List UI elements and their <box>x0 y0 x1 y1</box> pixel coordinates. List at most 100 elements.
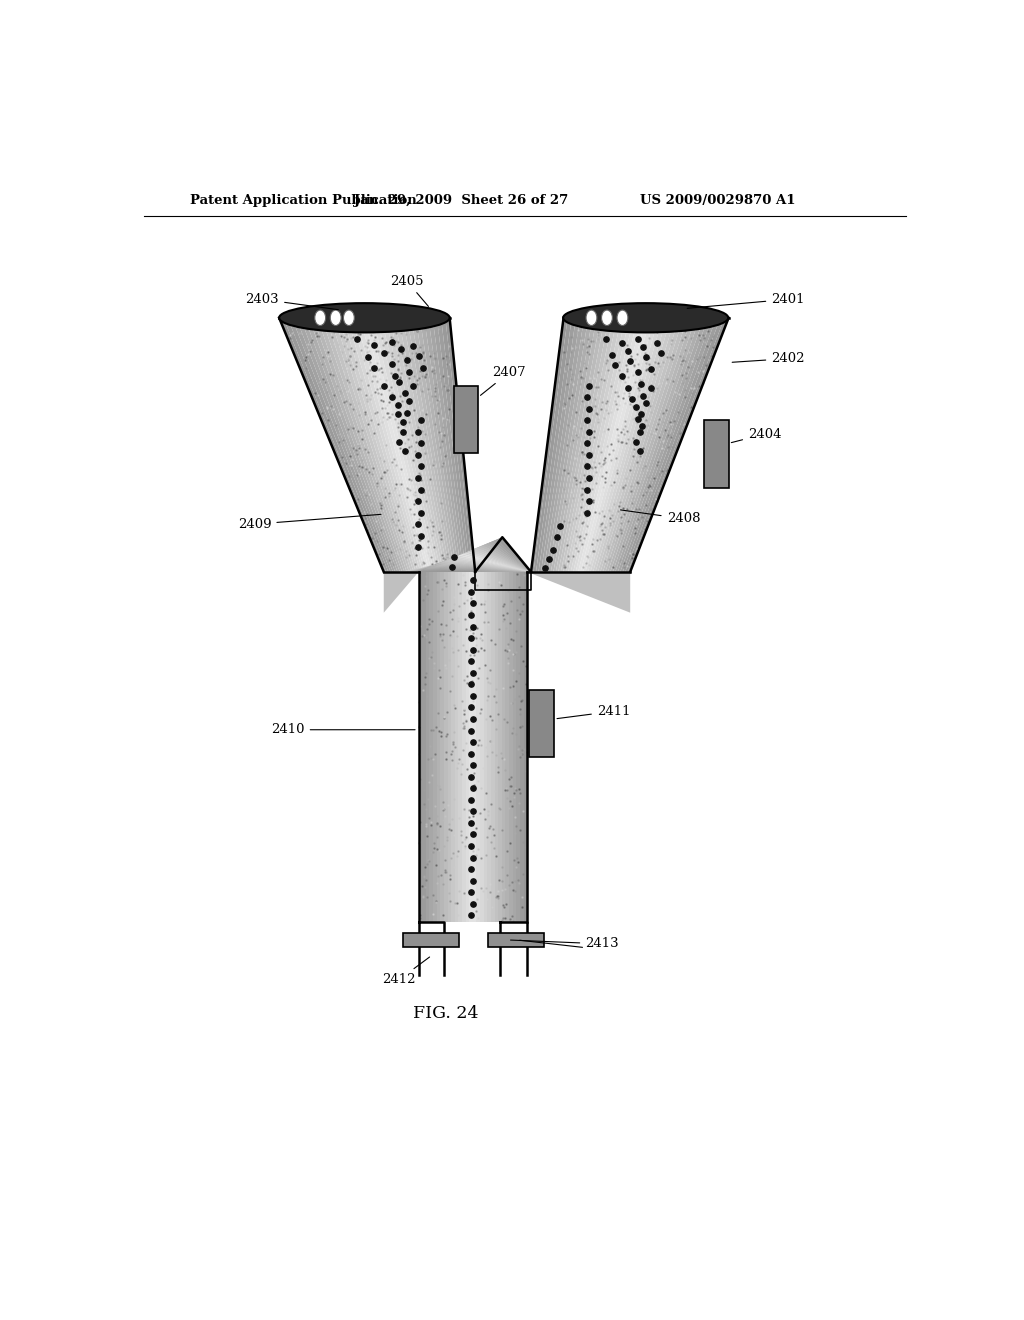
Polygon shape <box>391 564 481 572</box>
Polygon shape <box>626 318 725 572</box>
Text: Patent Application Publication: Patent Application Publication <box>190 194 417 207</box>
Polygon shape <box>495 572 499 923</box>
Polygon shape <box>591 318 667 572</box>
Polygon shape <box>445 318 475 572</box>
Polygon shape <box>424 569 527 572</box>
Polygon shape <box>536 318 575 572</box>
Polygon shape <box>553 318 605 572</box>
Polygon shape <box>539 318 580 572</box>
Polygon shape <box>499 572 502 923</box>
Text: 2411: 2411 <box>557 705 631 718</box>
Text: 2402: 2402 <box>732 352 805 366</box>
Polygon shape <box>288 318 390 572</box>
Polygon shape <box>393 561 483 572</box>
Polygon shape <box>444 572 447 923</box>
Text: 2405: 2405 <box>390 275 428 306</box>
Polygon shape <box>388 566 479 572</box>
Text: 2412: 2412 <box>383 957 430 986</box>
Polygon shape <box>399 556 487 572</box>
Polygon shape <box>347 318 423 572</box>
Polygon shape <box>551 318 601 572</box>
Ellipse shape <box>586 310 597 326</box>
Polygon shape <box>433 572 436 923</box>
Polygon shape <box>437 318 471 572</box>
Polygon shape <box>412 543 498 572</box>
Polygon shape <box>441 561 528 572</box>
Polygon shape <box>544 318 589 572</box>
Polygon shape <box>322 318 409 572</box>
Polygon shape <box>381 318 441 572</box>
Polygon shape <box>313 318 404 572</box>
Polygon shape <box>335 318 416 572</box>
Text: 2409: 2409 <box>238 515 381 531</box>
Polygon shape <box>411 544 497 572</box>
Polygon shape <box>416 318 459 572</box>
Polygon shape <box>469 550 529 572</box>
Polygon shape <box>296 318 395 572</box>
Polygon shape <box>394 318 447 572</box>
Bar <box>403 933 459 946</box>
Polygon shape <box>401 553 489 572</box>
Polygon shape <box>424 318 464 572</box>
Polygon shape <box>339 318 418 572</box>
Polygon shape <box>447 572 452 923</box>
Polygon shape <box>455 556 529 572</box>
Polygon shape <box>473 572 476 923</box>
Polygon shape <box>377 318 438 572</box>
Polygon shape <box>586 318 658 572</box>
Polygon shape <box>462 572 466 923</box>
Polygon shape <box>474 548 529 572</box>
Polygon shape <box>386 569 478 572</box>
Polygon shape <box>615 318 708 572</box>
Polygon shape <box>520 572 523 923</box>
Polygon shape <box>608 318 695 572</box>
Polygon shape <box>561 318 617 572</box>
Polygon shape <box>459 572 462 923</box>
Polygon shape <box>385 570 477 572</box>
Polygon shape <box>546 318 593 572</box>
Polygon shape <box>443 560 528 572</box>
Polygon shape <box>428 318 466 572</box>
Polygon shape <box>573 318 638 572</box>
Polygon shape <box>326 318 412 572</box>
Text: 2403: 2403 <box>246 293 338 310</box>
Text: 2407: 2407 <box>480 366 526 396</box>
Polygon shape <box>317 318 407 572</box>
Polygon shape <box>480 572 483 923</box>
Polygon shape <box>365 318 432 572</box>
Text: 2413: 2413 <box>511 937 618 950</box>
Polygon shape <box>446 560 528 572</box>
Polygon shape <box>343 318 420 572</box>
Polygon shape <box>373 318 436 572</box>
Polygon shape <box>579 318 646 572</box>
Polygon shape <box>488 543 530 572</box>
Polygon shape <box>570 318 634 572</box>
Ellipse shape <box>563 304 728 333</box>
Polygon shape <box>565 318 626 572</box>
Polygon shape <box>509 572 513 923</box>
Polygon shape <box>513 572 516 923</box>
Polygon shape <box>568 318 630 572</box>
Polygon shape <box>483 572 487 923</box>
Bar <box>488 933 544 946</box>
Polygon shape <box>413 543 499 572</box>
Polygon shape <box>453 557 528 572</box>
Polygon shape <box>384 537 630 612</box>
Polygon shape <box>461 553 529 572</box>
Polygon shape <box>455 572 459 923</box>
Polygon shape <box>386 318 443 572</box>
Polygon shape <box>436 572 440 923</box>
Polygon shape <box>469 572 473 923</box>
Polygon shape <box>480 545 530 572</box>
Polygon shape <box>502 572 506 923</box>
Polygon shape <box>605 318 691 572</box>
Polygon shape <box>427 568 527 572</box>
Polygon shape <box>492 541 530 572</box>
Polygon shape <box>487 572 490 923</box>
Polygon shape <box>476 572 480 923</box>
Text: 2401: 2401 <box>687 293 805 309</box>
Polygon shape <box>432 565 528 572</box>
Polygon shape <box>506 572 509 923</box>
Polygon shape <box>617 318 712 572</box>
Polygon shape <box>588 318 663 572</box>
